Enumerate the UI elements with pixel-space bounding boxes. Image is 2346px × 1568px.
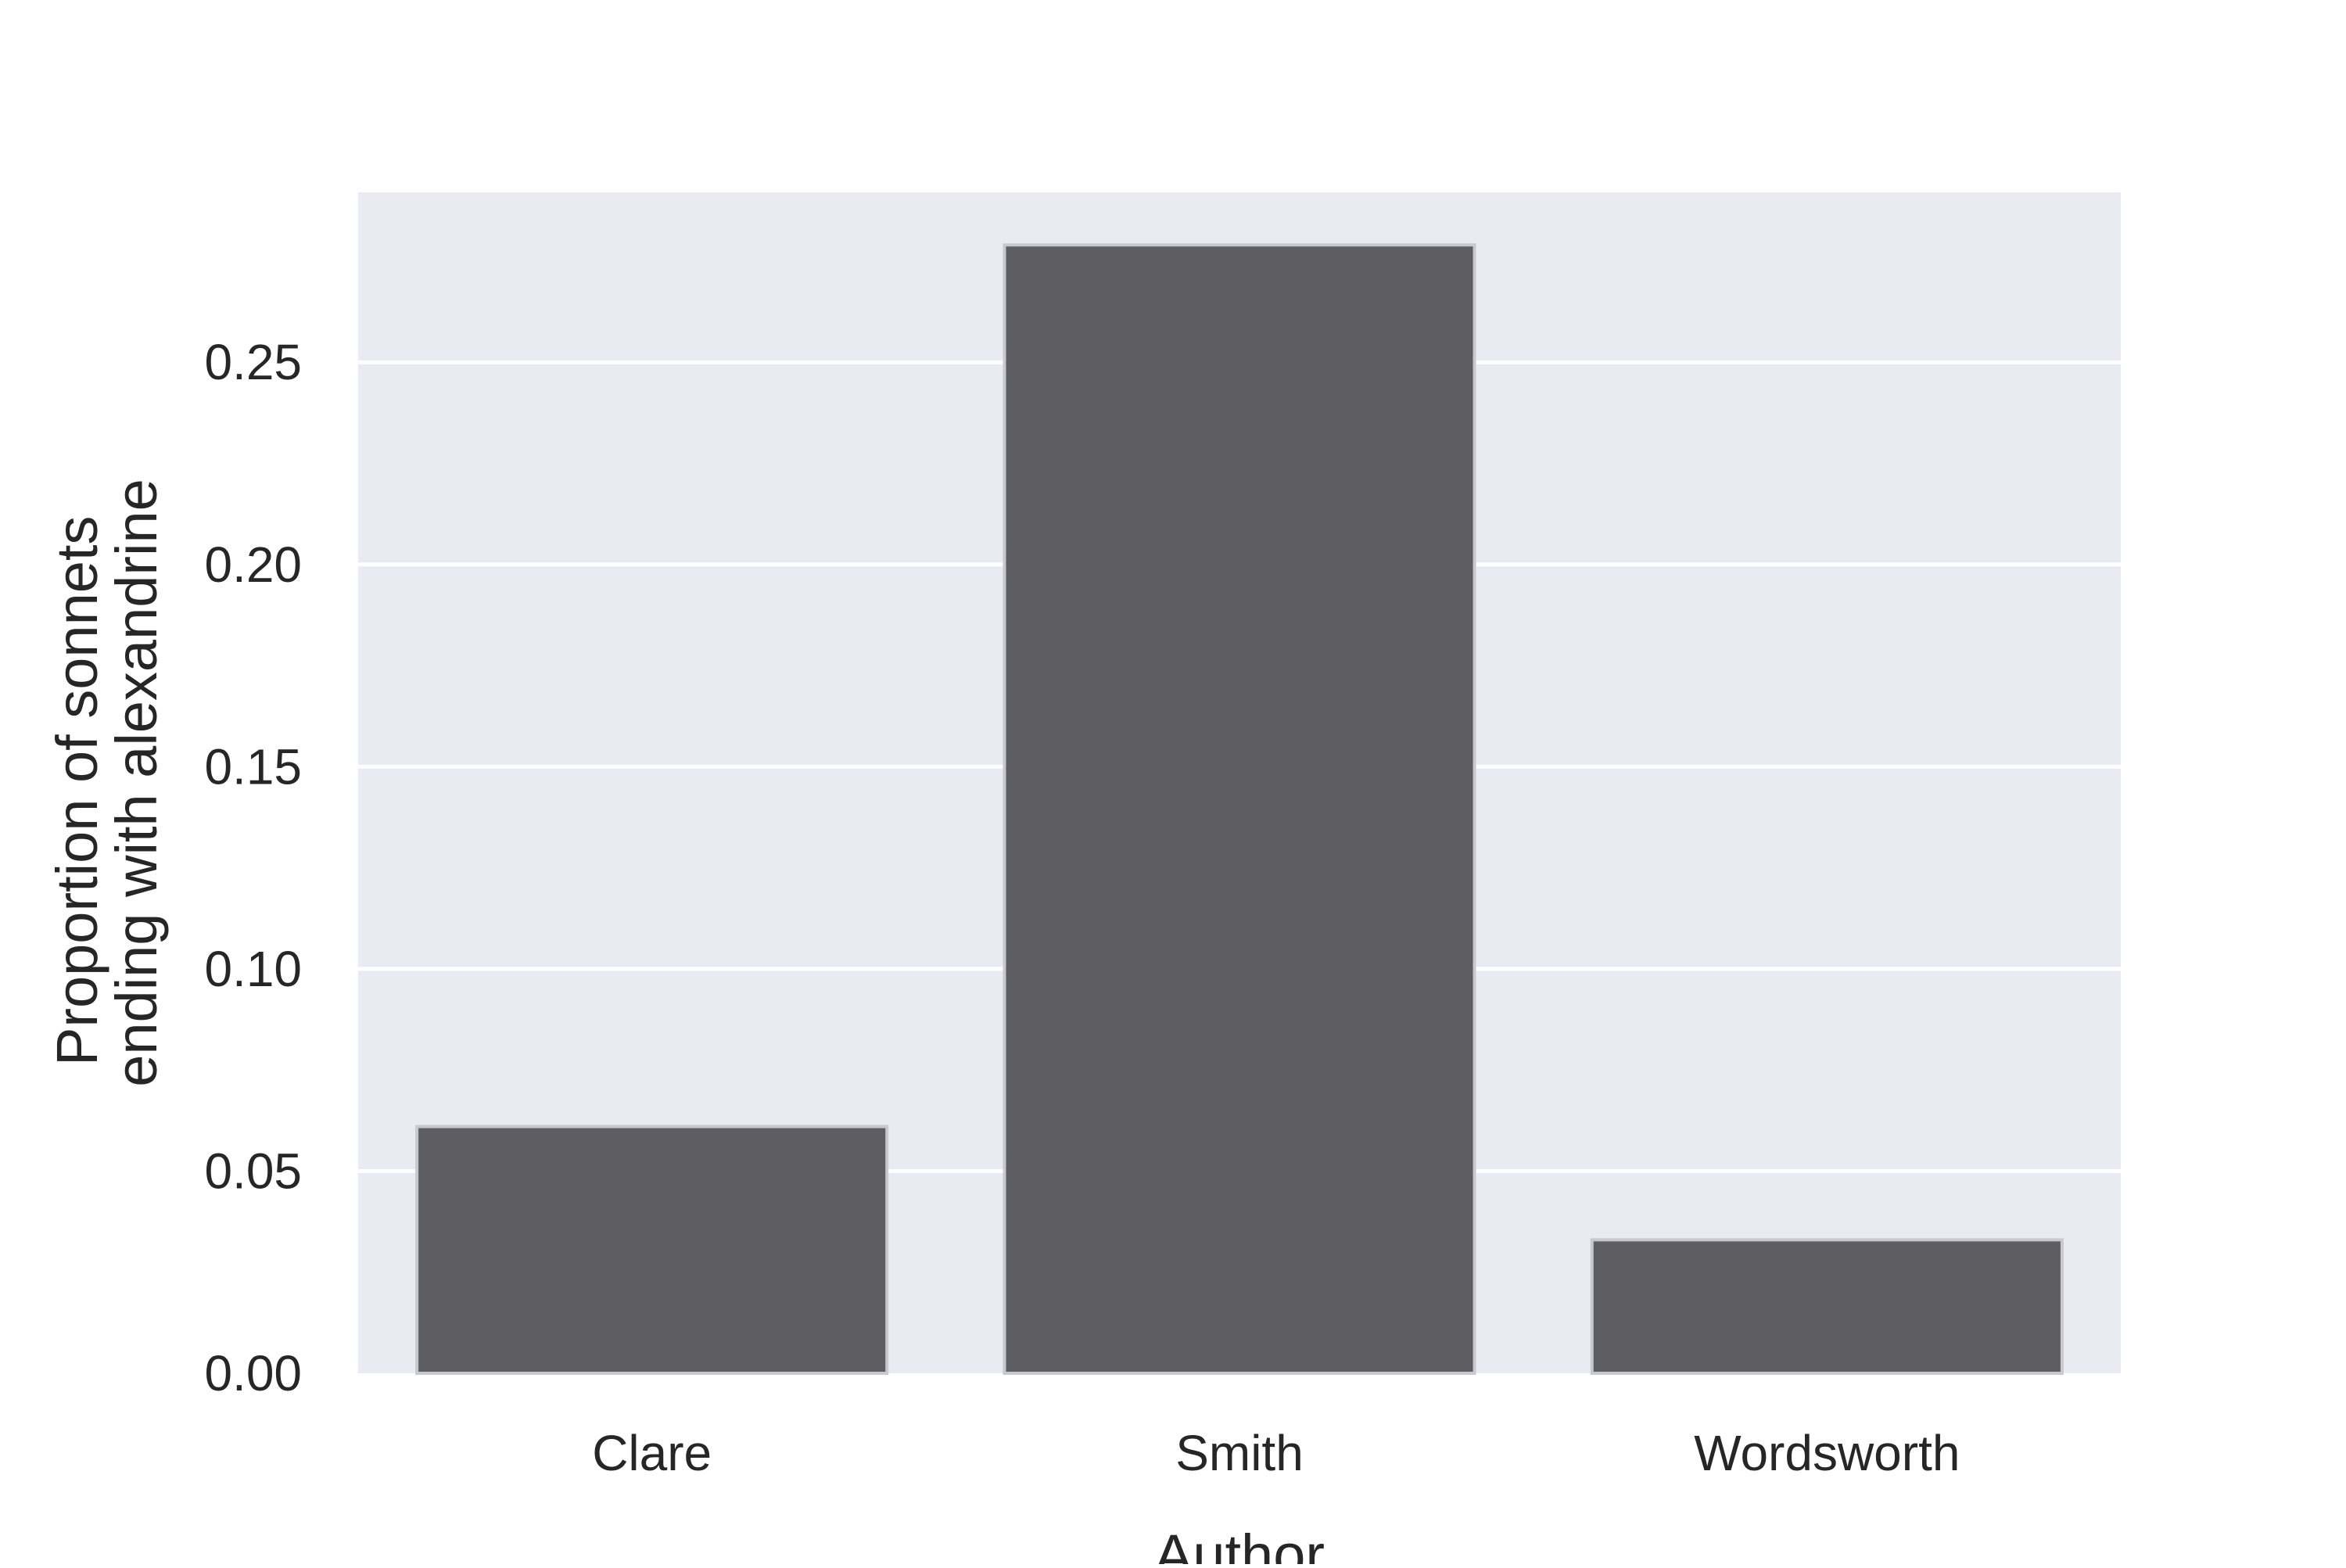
bar-clare — [415, 1125, 889, 1375]
y-axis-label-line-2: ending with alexandrine — [104, 479, 169, 1087]
bar-wordsworth — [1590, 1238, 2064, 1376]
y-tick-label: 0.25 — [204, 334, 302, 390]
y-tick-labels: 0.00 0.05 0.10 0.15 0.20 0.25 — [204, 334, 302, 1401]
bars — [415, 243, 2064, 1376]
x-tick-label: Wordsworth — [1694, 1425, 1960, 1481]
y-tick-label: 0.05 — [204, 1143, 302, 1199]
y-tick-label: 0.20 — [204, 536, 302, 593]
y-tick-label: 0.15 — [204, 738, 302, 795]
x-tick-labels: Clare Smith Wordsworth — [592, 1425, 1960, 1481]
bar-smith — [1003, 243, 1476, 1375]
y-tick-label: 0.00 — [204, 1345, 302, 1401]
x-axis-label: Author — [1154, 1523, 1325, 1564]
x-tick-label: Clare — [592, 1425, 712, 1481]
y-axis-label: Proportion of sonnets ending with alexan… — [45, 479, 169, 1087]
x-tick-label: Smith — [1175, 1425, 1304, 1481]
y-axis-label-line-1: Proportion of sonnets — [45, 516, 109, 1066]
y-tick-label: 0.10 — [204, 941, 302, 997]
